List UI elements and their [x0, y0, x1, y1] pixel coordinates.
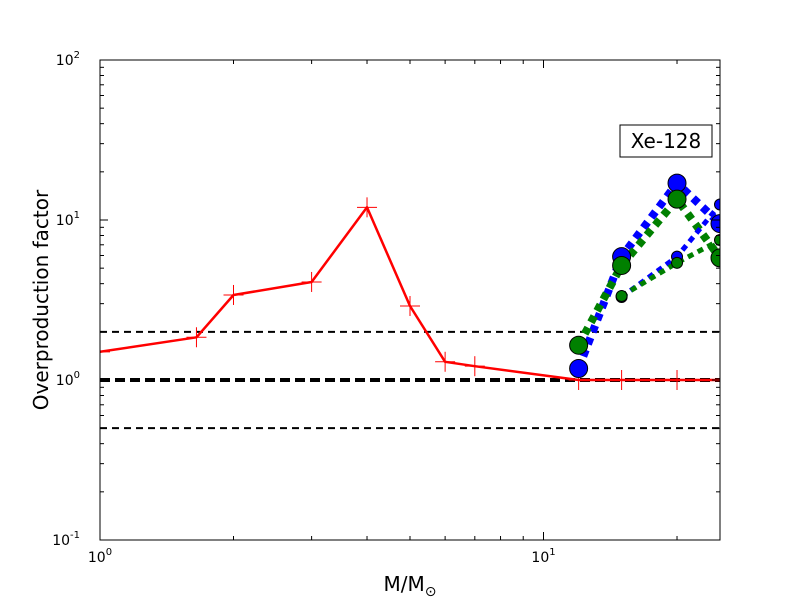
- data-point: [714, 198, 720, 211]
- annotation-frame: [619, 124, 713, 158]
- ticks-layer: 100 101 10-1 100 101 102: [52, 50, 720, 566]
- y-tick-label: 10-1: [52, 530, 80, 549]
- data-point: [710, 248, 720, 268]
- annotation-label: Xe-128: [631, 129, 702, 153]
- data-point: [612, 255, 632, 275]
- marker-layer: [100, 173, 720, 390]
- x-tick-label: 100: [88, 547, 112, 566]
- data-point: [667, 173, 687, 193]
- data-point: [667, 189, 687, 209]
- annotation-box: Xe-128: [619, 124, 713, 158]
- data-point: [710, 214, 720, 234]
- y-tick-label: 101: [56, 210, 80, 229]
- series-line: [575, 195, 720, 348]
- data-point: [615, 289, 628, 302]
- y-tick-label: 100: [56, 370, 80, 389]
- series-layer: [100, 179, 720, 382]
- x-tick-label: 101: [531, 547, 555, 566]
- y-tick-label: 102: [56, 50, 80, 69]
- y-axis-label: Overproduction factor: [29, 189, 53, 410]
- data-point: [714, 233, 720, 246]
- data-point: [569, 335, 589, 355]
- data-point: [671, 256, 684, 269]
- series-line: [620, 237, 720, 299]
- x-axis-label: M/M⊙: [384, 572, 437, 600]
- series-line: [620, 202, 720, 300]
- data-point: [569, 358, 589, 378]
